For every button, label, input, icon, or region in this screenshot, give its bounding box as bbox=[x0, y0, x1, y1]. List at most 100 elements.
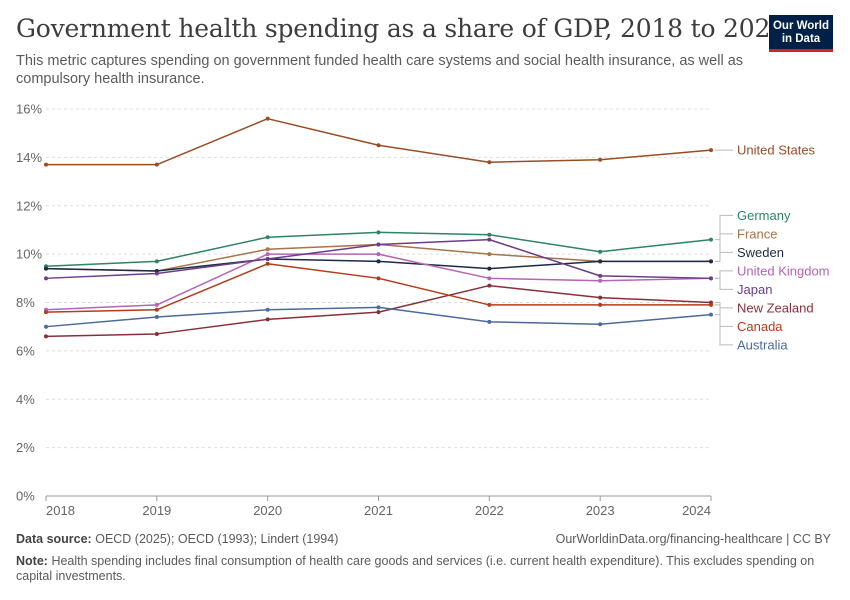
data-point bbox=[598, 295, 603, 300]
data-point bbox=[598, 259, 603, 264]
label-connectors bbox=[715, 149, 733, 346]
data-point bbox=[265, 256, 270, 261]
y-tick-label: 12% bbox=[16, 198, 42, 213]
data-point bbox=[376, 305, 381, 310]
data-point bbox=[487, 266, 492, 271]
data-point bbox=[44, 310, 48, 315]
label-connector bbox=[715, 314, 733, 346]
data-point bbox=[154, 315, 159, 320]
source-label: Data source: bbox=[16, 532, 92, 546]
label-connector bbox=[715, 214, 733, 241]
x-tick-label: 2024 bbox=[682, 503, 711, 518]
series-label[interactable]: France bbox=[737, 226, 777, 241]
data-point bbox=[487, 160, 492, 165]
data-point bbox=[487, 276, 492, 281]
data-point bbox=[44, 266, 48, 271]
data-point bbox=[709, 237, 713, 242]
chart-title: Government health spending as a share of… bbox=[16, 14, 786, 43]
data-point bbox=[709, 259, 713, 264]
y-tick-label: 10% bbox=[16, 247, 42, 262]
series-label[interactable]: United Kingdom bbox=[737, 263, 830, 278]
data-point bbox=[376, 230, 381, 235]
y-tick-label: 2% bbox=[16, 440, 35, 455]
data-point bbox=[265, 317, 270, 322]
note-label: Note: bbox=[16, 554, 48, 568]
x-tick-label: 2023 bbox=[586, 503, 615, 518]
logo-line-1: Our World bbox=[772, 19, 829, 32]
chart-subtitle: This metric captures spending on governm… bbox=[16, 53, 744, 87]
data-point bbox=[598, 302, 603, 307]
data-point bbox=[154, 259, 159, 264]
x-tick-label: 2021 bbox=[364, 503, 393, 518]
y-tick-label: 8% bbox=[16, 295, 35, 310]
x-axis: 2018 2019 2020 2021 2022 2023 2024 bbox=[45, 495, 712, 518]
data-point bbox=[376, 259, 381, 264]
label-connector bbox=[715, 270, 733, 279]
data-point bbox=[154, 307, 159, 312]
data-point bbox=[376, 242, 381, 247]
series-label[interactable]: Germany bbox=[737, 208, 791, 223]
data-point bbox=[44, 334, 48, 339]
y-tick-label: 4% bbox=[16, 392, 35, 407]
y-tick-label: 14% bbox=[16, 150, 42, 165]
y-axis-ticks: 0% 2% 4% 6% 8% 10% 12% 14% 16% bbox=[16, 102, 42, 504]
data-point bbox=[376, 310, 381, 315]
data-point bbox=[44, 276, 48, 281]
x-tick-label: 2022 bbox=[475, 503, 504, 518]
data-point bbox=[265, 307, 270, 312]
data-point bbox=[487, 232, 492, 237]
series-label[interactable]: Australia bbox=[737, 337, 788, 352]
data-point bbox=[376, 143, 381, 148]
series-label[interactable]: Sweden bbox=[737, 245, 784, 260]
data-point bbox=[598, 157, 603, 162]
series-label[interactable]: New Zealand bbox=[737, 300, 814, 315]
data-point bbox=[709, 302, 713, 307]
data-point bbox=[376, 276, 381, 281]
data-point bbox=[487, 302, 492, 307]
data-point bbox=[154, 331, 159, 336]
data-point bbox=[265, 235, 270, 240]
data-point bbox=[265, 261, 270, 266]
source-text: OECD (2025); OECD (1993); Lindert (1994) bbox=[95, 532, 339, 546]
data-point bbox=[154, 302, 159, 307]
data-point bbox=[709, 148, 713, 153]
owid-logo[interactable]: Our World in Data bbox=[769, 15, 833, 52]
data-point bbox=[709, 276, 713, 281]
data-point bbox=[265, 247, 270, 252]
data-point bbox=[265, 116, 270, 121]
data-point bbox=[44, 324, 48, 329]
logo-line-2: in Data bbox=[781, 32, 821, 45]
x-tick-label: 2020 bbox=[253, 503, 282, 518]
data-point bbox=[487, 319, 492, 324]
data-point bbox=[598, 273, 603, 278]
series-lines bbox=[44, 116, 713, 339]
data-point bbox=[487, 237, 492, 242]
label-connector bbox=[715, 277, 733, 290]
label-connector bbox=[715, 233, 733, 262]
data-point bbox=[154, 162, 159, 167]
data-point bbox=[487, 283, 492, 288]
data-point bbox=[598, 322, 603, 327]
y-tick-label: 6% bbox=[16, 343, 35, 358]
data-point bbox=[598, 249, 603, 254]
series-label[interactable]: Canada bbox=[737, 319, 783, 334]
label-connector bbox=[715, 251, 733, 262]
source-url-link[interactable]: OurWorldinData.org/financing-healthcare … bbox=[555, 532, 831, 546]
x-tick-label: 2018 bbox=[46, 503, 75, 518]
series-label[interactable]: United States bbox=[737, 143, 816, 158]
series-line[interactable] bbox=[45, 243, 711, 272]
series-label[interactable]: Japan bbox=[737, 282, 772, 297]
data-point bbox=[376, 252, 381, 257]
data-source: Data source: OECD (2025); OECD (1993); L… bbox=[16, 532, 338, 546]
y-tick-label: 16% bbox=[16, 102, 42, 117]
series-labels: United States Germany France Sweden United K… bbox=[737, 143, 830, 353]
data-point bbox=[487, 252, 492, 257]
data-point bbox=[598, 278, 603, 283]
chart-note: Note: Health spending includes final con… bbox=[16, 554, 836, 584]
note-text: Health spending includes final consumpti… bbox=[16, 554, 815, 583]
data-point bbox=[44, 162, 48, 167]
y-tick-label: 0% bbox=[16, 489, 35, 504]
data-point bbox=[265, 252, 270, 257]
data-point bbox=[709, 312, 713, 317]
